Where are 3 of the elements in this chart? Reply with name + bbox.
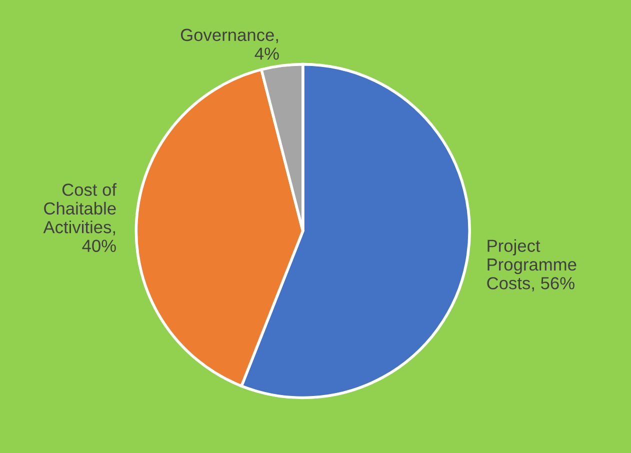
slice-label: Cost of Chaitable Activities, 40%	[43, 183, 117, 252]
slice-label: Governance, 4%	[180, 28, 279, 60]
slice-label: Project Programme Costs, 56%	[487, 239, 576, 292]
